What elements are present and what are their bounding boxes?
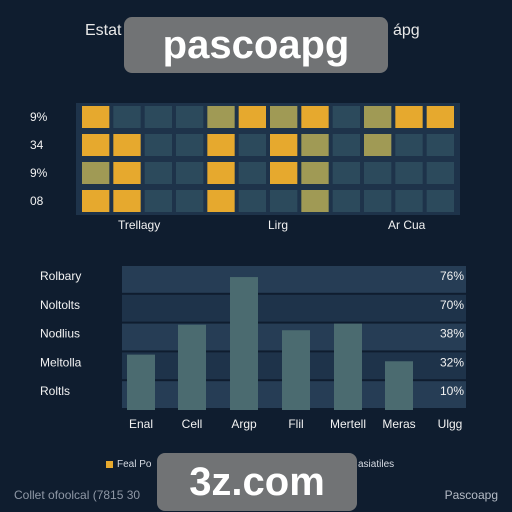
heatmap-cell — [301, 134, 329, 156]
bar-chart: Rolbary 76% Noltolts 70% Nodlius 38% Meltolla 3… — [40, 266, 466, 431]
heatmap-cell — [301, 106, 329, 128]
heatmap-cell — [238, 134, 266, 156]
bar-chart-left-label: Roltls — [40, 384, 70, 398]
heatmap-cell — [207, 134, 235, 156]
heatmap-cell — [364, 190, 392, 212]
heatmap-cell — [364, 134, 392, 156]
heatmap-row-label: 34 — [30, 138, 44, 152]
heatmap-cell — [144, 190, 172, 212]
heatmap-row-label: 08 — [30, 194, 44, 208]
bar-chart-category-label: Argp — [231, 417, 257, 431]
heatmap-cell — [176, 106, 204, 128]
bar — [230, 277, 258, 410]
heatmap-cell — [238, 106, 266, 128]
legend-entry-label: Feal Po — [117, 459, 152, 470]
heatmap-cell — [144, 106, 172, 128]
bar-chart-right-label: 32% — [440, 355, 464, 369]
heatmap-cell — [270, 162, 298, 184]
heatmap-cell — [113, 106, 141, 128]
chart-title-left: Estat — [85, 22, 122, 39]
bar-chart-right-label: 76% — [440, 269, 464, 283]
heatmap-cell — [82, 134, 110, 156]
bar-chart-right-label: 70% — [440, 298, 464, 312]
heatmap-cell — [332, 106, 360, 128]
heatmap-cell — [113, 162, 141, 184]
heatmap-cell — [395, 106, 423, 128]
heatmap-cell — [176, 190, 204, 212]
heatmap-cell — [332, 162, 360, 184]
bar-chart-category-label: Enal — [129, 417, 153, 431]
bar — [334, 323, 362, 410]
footer-credit: Collet ofoolcal (7815 30 — [14, 488, 141, 502]
heatmap-cell — [426, 190, 454, 212]
heatmap-cell — [364, 106, 392, 128]
bar-chart-band — [122, 294, 466, 322]
heatmap-cell — [238, 190, 266, 212]
watermark-banner-top: pascoapg — [124, 17, 388, 73]
heatmap-column-label: Trellagy — [118, 218, 160, 232]
bar-chart-left-label: Nodlius — [40, 327, 80, 341]
heatmap-cell — [395, 190, 423, 212]
heatmap-cell — [270, 134, 298, 156]
bar-chart-category-label: Meras — [382, 417, 415, 431]
chart-legend: Feal Po — [106, 459, 151, 470]
legend-tail-label: asiatiles — [358, 459, 395, 470]
heatmap-cell — [301, 162, 329, 184]
bar-chart-category-label: Mertell — [330, 417, 366, 431]
bar — [178, 324, 206, 410]
watermark-banner-bottom: 3z.com — [157, 453, 357, 511]
heatmap-column-label: Lirg — [268, 218, 288, 232]
bar-chart-category-label: Flil — [288, 417, 303, 431]
heatmap-cell — [82, 190, 110, 212]
heatmap-cell — [113, 134, 141, 156]
heatmap-cell — [176, 134, 204, 156]
bar-chart-right-label: 38% — [440, 327, 464, 341]
bar-chart-category-label: Cell — [182, 417, 203, 431]
heatmap-chart: 9% 34 9% 08 Trellagy Lirg Ar Cua — [30, 103, 460, 232]
bar-chart-left-label: Meltolla — [40, 355, 82, 369]
heatmap-cell — [144, 162, 172, 184]
heatmap-cell — [176, 162, 204, 184]
heatmap-cell — [207, 106, 235, 128]
bar-chart-left-label: Rolbary — [40, 269, 81, 283]
heatmap-cell — [332, 134, 360, 156]
heatmap-cell — [270, 190, 298, 212]
bar-chart-right-label: 10% — [440, 384, 464, 398]
heatmap-cell — [113, 190, 141, 212]
heatmap-cell — [364, 162, 392, 184]
legend-swatch — [106, 461, 113, 468]
chart-title-right: ápg — [393, 22, 420, 39]
heatmap-row-label: 9% — [30, 166, 48, 180]
heatmap-cell — [426, 106, 454, 128]
heatmap-cell — [332, 190, 360, 212]
heatmap-cell — [238, 162, 266, 184]
bar-chart-left-label: Noltolts — [40, 298, 80, 312]
heatmap-cell — [270, 106, 298, 128]
bar — [385, 361, 413, 410]
heatmap-cell — [301, 190, 329, 212]
heatmap-column-label: Ar Cua — [388, 218, 426, 232]
bar-chart-band — [122, 266, 466, 293]
heatmap-cell — [207, 190, 235, 212]
heatmap-cell — [426, 162, 454, 184]
heatmap-cell — [426, 134, 454, 156]
bar — [127, 354, 155, 410]
heatmap-cell — [395, 162, 423, 184]
bar-chart-category-label: Ulgg — [438, 417, 463, 431]
heatmap-row-label: 9% — [30, 110, 48, 124]
heatmap-cell — [207, 162, 235, 184]
footer-brand: Pascoapg — [444, 488, 498, 502]
bar — [282, 330, 310, 410]
heatmap-cell — [82, 106, 110, 128]
heatmap-cell — [82, 162, 110, 184]
heatmap-cell — [395, 134, 423, 156]
heatmap-cell — [144, 134, 172, 156]
